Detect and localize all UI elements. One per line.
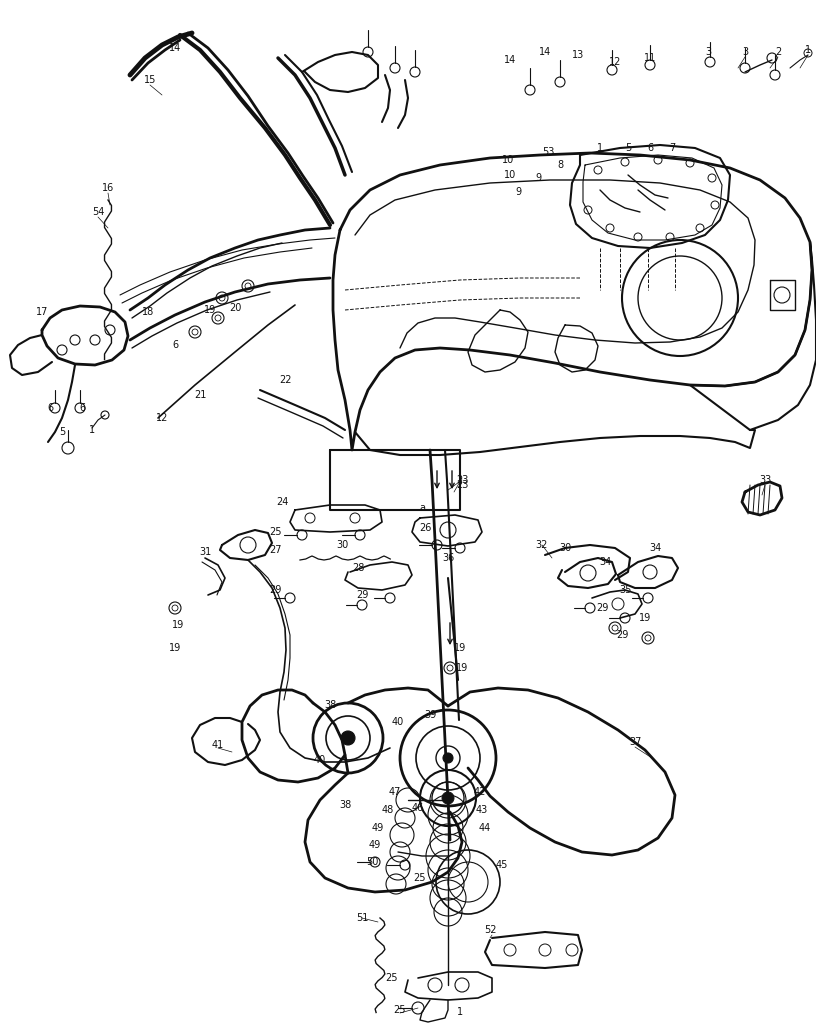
Text: 28: 28 [352,563,364,573]
Text: 19: 19 [172,620,184,630]
Text: 6: 6 [647,143,653,153]
Text: 48: 48 [382,805,394,815]
Text: 46: 46 [412,803,424,813]
Text: 6: 6 [172,340,178,350]
Text: 38: 38 [324,700,336,710]
Text: 7: 7 [669,143,675,153]
Text: 9: 9 [535,173,541,183]
Text: 14: 14 [539,47,551,57]
Text: 34: 34 [649,543,661,553]
Text: 42: 42 [474,787,486,797]
Text: 49: 49 [372,823,384,833]
Text: 49: 49 [369,840,381,850]
Text: 1: 1 [89,425,95,435]
Text: 54: 54 [92,207,104,217]
Text: 12: 12 [609,57,621,67]
Text: 1: 1 [597,143,603,153]
Text: 29: 29 [616,630,628,640]
Text: 25: 25 [268,527,282,537]
Text: 3: 3 [742,47,748,57]
Text: 18: 18 [142,307,154,317]
Text: 31: 31 [199,547,211,557]
Text: 40: 40 [314,755,326,765]
Text: 29: 29 [596,603,608,613]
Text: 47: 47 [388,787,401,797]
Text: 36: 36 [442,553,455,563]
Text: 35: 35 [619,585,632,595]
Text: 33: 33 [759,475,771,485]
Text: 24: 24 [276,497,288,507]
Text: 25: 25 [394,1005,406,1015]
Circle shape [443,753,453,763]
Text: 30: 30 [559,543,571,553]
Text: 45: 45 [496,860,508,870]
Text: 19: 19 [456,663,468,673]
Text: 19: 19 [639,613,651,623]
Text: 40: 40 [392,717,404,727]
Text: 3: 3 [705,47,711,57]
Text: 17: 17 [36,307,48,317]
Text: 37: 37 [629,737,641,746]
Text: 15: 15 [144,75,156,85]
Text: 19: 19 [204,305,216,315]
Text: 1: 1 [805,45,811,55]
Text: 21: 21 [194,390,206,400]
Text: 20: 20 [228,303,242,313]
Text: 5: 5 [625,143,631,153]
Text: 14: 14 [169,43,181,53]
Text: 50: 50 [366,857,378,867]
Text: a: a [419,503,425,513]
Text: 16: 16 [102,183,114,193]
Text: 23: 23 [456,480,468,490]
Text: 27: 27 [268,545,282,555]
Text: 2: 2 [775,47,781,57]
Text: 22: 22 [279,375,291,385]
Text: 26: 26 [419,523,431,534]
Text: 14: 14 [503,55,517,65]
Text: 10: 10 [502,155,514,165]
Text: 41: 41 [212,740,224,750]
Text: 19: 19 [454,643,466,653]
Text: 6: 6 [47,403,53,413]
Text: 32: 32 [536,540,548,550]
Text: 43: 43 [476,805,488,815]
Text: 12: 12 [156,413,168,423]
Text: 25: 25 [386,973,398,983]
Text: 34: 34 [599,557,611,567]
Text: 13: 13 [572,50,584,60]
Text: 19: 19 [169,643,181,653]
Text: 10: 10 [503,170,517,180]
Text: 9: 9 [515,187,521,197]
Text: 52: 52 [484,925,496,935]
Text: 11: 11 [644,53,656,63]
Text: 29: 29 [356,590,368,600]
Text: 51: 51 [356,913,368,923]
Text: 8: 8 [557,160,563,170]
Text: 53: 53 [542,147,554,157]
Circle shape [442,792,454,804]
Text: 30: 30 [336,540,348,550]
Text: 44: 44 [479,823,491,833]
Text: 23: 23 [456,475,468,485]
Text: 29: 29 [268,585,282,595]
Circle shape [341,731,355,745]
Text: 25: 25 [414,873,426,883]
Text: 6: 6 [79,403,85,413]
Text: 1: 1 [457,1007,463,1017]
Text: 5: 5 [59,427,65,437]
Text: 39: 39 [424,710,436,720]
Text: 38: 38 [339,800,351,810]
